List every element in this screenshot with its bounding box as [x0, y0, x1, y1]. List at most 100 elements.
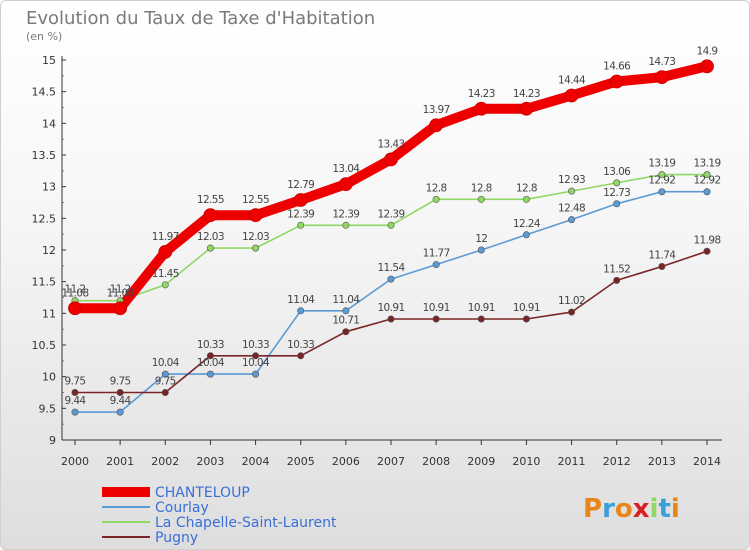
data-label-2: 12.93 — [558, 174, 585, 186]
data-label-1: 12.48 — [558, 203, 585, 215]
logo-letter: i — [671, 494, 680, 524]
series-point-1 — [522, 231, 530, 239]
data-label-2: 12.39 — [287, 208, 314, 220]
x-tick-label: 2001 — [106, 455, 134, 468]
series-point-0 — [338, 177, 353, 192]
x-tick-label: 2011 — [558, 455, 586, 468]
x-tick-label: 2007 — [377, 455, 405, 468]
data-label-2: 12.39 — [377, 208, 404, 220]
data-labels: 11.2 11.2 11.45 12.03 12.03 12.39 12.39 12.39 12… — [61, 45, 721, 407]
series-point-2 — [387, 221, 395, 229]
series-point-0 — [609, 74, 624, 89]
data-label-0: 13.04 — [332, 163, 360, 175]
x-tick-label: 2012 — [603, 455, 631, 468]
series-point-1 — [432, 261, 440, 269]
data-label-0: 11.97 — [152, 231, 179, 243]
logo-letter: o — [615, 494, 633, 524]
proxiti-logo-text: Proxiti — [583, 494, 680, 524]
data-label-3: 11.98 — [693, 234, 720, 246]
series-point-3 — [477, 315, 485, 323]
data-label-0: 13.43 — [377, 138, 404, 150]
series-point-1 — [116, 408, 124, 416]
data-label-3: 9.75 — [110, 376, 131, 388]
series-point-3 — [252, 352, 260, 360]
legend-label-3: Pugny — [155, 530, 198, 546]
data-label-0: 14.66 — [603, 61, 631, 73]
series-point-2 — [703, 171, 711, 179]
series-point-1 — [161, 370, 169, 378]
x-tick-label: 2004 — [242, 455, 270, 468]
series-point-2 — [432, 195, 440, 203]
data-label-3: 10.33 — [242, 339, 269, 351]
series-point-0 — [68, 301, 82, 316]
series-point-1 — [387, 275, 395, 283]
data-label-0: 14.9 — [697, 45, 718, 57]
data-label-0: 14.23 — [513, 88, 540, 100]
y-tick-label: 9.5 — [39, 402, 57, 415]
series-point-0 — [564, 88, 579, 103]
series-point-1 — [703, 188, 711, 196]
data-label-2: 12.8 — [471, 182, 492, 194]
series-point-1 — [342, 307, 350, 315]
logo-letter: x — [633, 494, 650, 524]
y-tick-label: 9 — [49, 434, 56, 447]
series-points — [68, 59, 714, 416]
series-point-3 — [387, 315, 395, 323]
series-point-3 — [161, 388, 169, 396]
legend-label-1: Courlay — [155, 500, 209, 516]
data-label-1: 11.54 — [377, 262, 405, 274]
series-point-3 — [116, 388, 124, 396]
logo-letter: P — [583, 494, 602, 524]
series-point-2 — [568, 187, 576, 195]
data-label-3: 10.71 — [332, 315, 359, 327]
series-point-0 — [700, 59, 714, 74]
y-tick-label: 12.5 — [32, 212, 57, 225]
x-tick-label: 2006 — [332, 455, 360, 468]
series-point-0 — [474, 101, 489, 116]
series-point-0 — [203, 208, 218, 223]
data-label-1: 12.92 — [648, 175, 675, 187]
y-tick-label: 14 — [42, 117, 56, 130]
data-label-1: 11.04 — [332, 294, 360, 306]
data-label-2: 12.8 — [426, 182, 447, 194]
logo-letter: t — [658, 494, 670, 524]
data-label-0: 14.73 — [648, 56, 675, 68]
data-label-1: 9.44 — [65, 395, 87, 407]
series-point-3 — [522, 315, 530, 323]
data-label-3: 10.33 — [197, 339, 224, 351]
data-label-0: 11.08 — [61, 287, 88, 299]
data-label-1: 10.04 — [197, 357, 225, 369]
series-point-1 — [252, 370, 260, 378]
series-point-0 — [429, 118, 444, 133]
series-point-2 — [522, 195, 530, 203]
data-label-1: 11.04 — [287, 294, 315, 306]
x-tick-label: 2003 — [196, 455, 224, 468]
logo-letter: i — [650, 494, 659, 524]
series-point-0 — [293, 193, 308, 207]
series-point-2 — [161, 281, 169, 289]
data-label-1: 11.77 — [423, 248, 450, 260]
series-point-0 — [158, 244, 173, 259]
data-label-3: 11.02 — [558, 295, 585, 307]
data-label-1: 12 — [475, 233, 487, 245]
series-point-1 — [297, 307, 305, 315]
series-point-1 — [568, 216, 576, 224]
data-label-1: 12.92 — [693, 175, 720, 187]
y-tick-label: 11 — [42, 307, 56, 320]
series-point-2 — [613, 179, 621, 187]
y-tick-label: 12 — [42, 244, 56, 257]
data-label-3: 10.33 — [287, 339, 314, 351]
data-label-2: 13.19 — [693, 158, 720, 170]
series-point-2 — [252, 244, 260, 252]
data-label-3: 11.52 — [603, 263, 630, 275]
series-point-3 — [342, 328, 350, 336]
series-point-2 — [206, 244, 214, 252]
data-label-1: 10.04 — [242, 357, 270, 369]
data-label-0: 12.55 — [242, 194, 269, 206]
y-tick-label: 15 — [42, 54, 56, 67]
data-label-3: 10.91 — [377, 302, 404, 314]
data-label-1: 12.73 — [603, 187, 630, 199]
data-label-2: 11.45 — [152, 268, 179, 280]
